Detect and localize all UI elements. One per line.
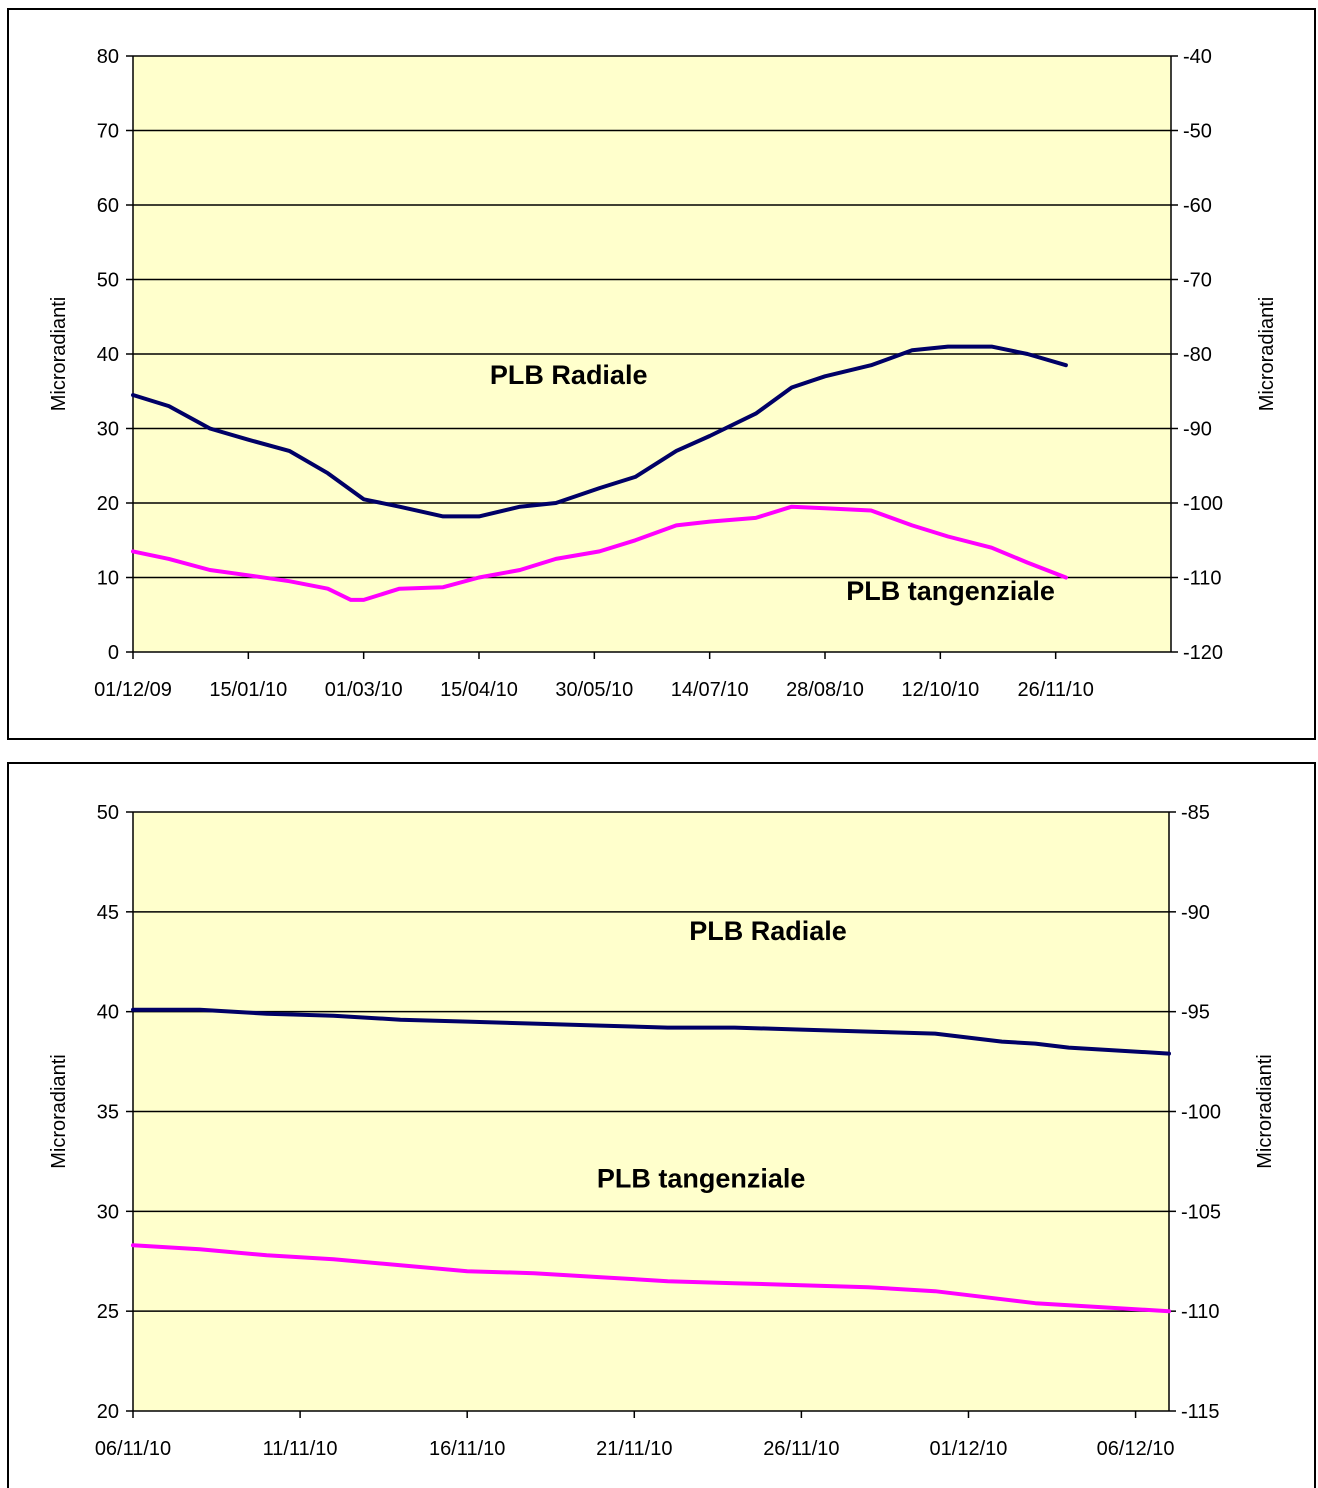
y-tick-label-left: 80: [97, 46, 119, 68]
y-tick-label-left: 20: [97, 1401, 119, 1423]
y-tick-label-right: -90: [1181, 902, 1210, 924]
x-tick-label: 26/11/10: [763, 1438, 839, 1460]
x-tick-label: 15/04/10: [440, 679, 518, 701]
y-tick-label-right: -85: [1181, 802, 1210, 824]
y-tick-label-left: 50: [97, 802, 119, 824]
series-annotation: PLB Radiale: [490, 360, 648, 390]
y-tick-label-right: -60: [1183, 195, 1212, 217]
y-tick-label-right: -90: [1183, 419, 1212, 441]
series-annotation: PLB tangenziale: [597, 1163, 806, 1193]
y-axis-title-left: Microradianti: [48, 297, 70, 411]
y-tick-label-right: -105: [1181, 1201, 1221, 1223]
x-tick-label: 15/01/10: [209, 679, 287, 701]
y-axis-title-left: Microradianti: [48, 1054, 70, 1168]
y-tick-label-left: 30: [97, 1201, 119, 1223]
x-tick-label: 01/03/10: [325, 679, 403, 701]
y-tick-label-left: 30: [97, 419, 119, 441]
series-line-2: [131, 1243, 1171, 1314]
x-tick-label: 30/05/10: [555, 679, 633, 701]
y-tick-label-right: -110: [1183, 568, 1222, 590]
y-tick-label-left: 10: [97, 568, 119, 590]
y-tick-label-right: -80: [1183, 344, 1212, 366]
y-tick-label-right: -95: [1181, 1002, 1210, 1024]
y-tick-label-right: -40: [1183, 46, 1212, 68]
x-tick-label: 14/07/10: [671, 679, 749, 701]
x-tick-label: 06/11/10: [95, 1438, 171, 1460]
y-tick-label-right: -50: [1183, 121, 1212, 143]
x-tick-label: 21/11/10: [596, 1438, 672, 1460]
chart-1: 0 10 20 30 40 50 60 70 80 -120 -110 -100 -90 -80 -70 -6…: [48, 46, 1278, 701]
y-axis-title-right: Microradianti: [1254, 1054, 1276, 1168]
y-tick-label-right: -100: [1181, 1102, 1221, 1124]
y-tick-label-left: 35: [97, 1102, 119, 1124]
y-tick-label-right: -120: [1183, 642, 1223, 664]
x-tick-label: 01/12/09: [94, 679, 172, 701]
series-line-1: [131, 1007, 1171, 1056]
y-tick-label-left: 0: [108, 642, 119, 664]
y-tick-label-right: -100: [1183, 493, 1223, 515]
y-axis-title-right: Microradianti: [1256, 297, 1278, 411]
chart-2: 20 25 30 35 40 45 50 -115 -110 -105 -100 -95 -90 -85 0…: [48, 802, 1276, 1460]
x-tick-label: 11/11/10: [263, 1438, 338, 1460]
x-tick-label: 28/08/10: [786, 679, 864, 701]
y-tick-label-left: 45: [97, 902, 119, 924]
y-tick-label-left: 50: [97, 270, 119, 292]
x-tick-label: 16/11/10: [429, 1438, 505, 1460]
y-tick-label-left: 25: [97, 1301, 119, 1323]
series-line-1: [131, 344, 1068, 519]
x-tick-label: 01/12/10: [930, 1438, 1008, 1460]
series-annotation: PLB tangenziale: [846, 576, 1055, 606]
y-tick-label-left: 70: [97, 121, 119, 143]
series-line-2: [131, 504, 1068, 602]
x-tick-label: 26/11/10: [1017, 679, 1093, 701]
x-tick-label: 06/12/10: [1097, 1438, 1175, 1460]
y-tick-label-left: 40: [97, 344, 119, 366]
y-tick-label-right: -110: [1181, 1301, 1220, 1323]
series-annotation: PLB Radiale: [689, 916, 847, 946]
y-tick-label-left: 20: [97, 493, 119, 515]
y-tick-label-left: 60: [97, 195, 119, 217]
y-tick-label-right: -70: [1183, 270, 1212, 292]
y-tick-label-right: -115: [1181, 1401, 1220, 1423]
x-tick-label: 12/10/10: [901, 679, 979, 701]
y-tick-label-left: 40: [97, 1002, 119, 1024]
